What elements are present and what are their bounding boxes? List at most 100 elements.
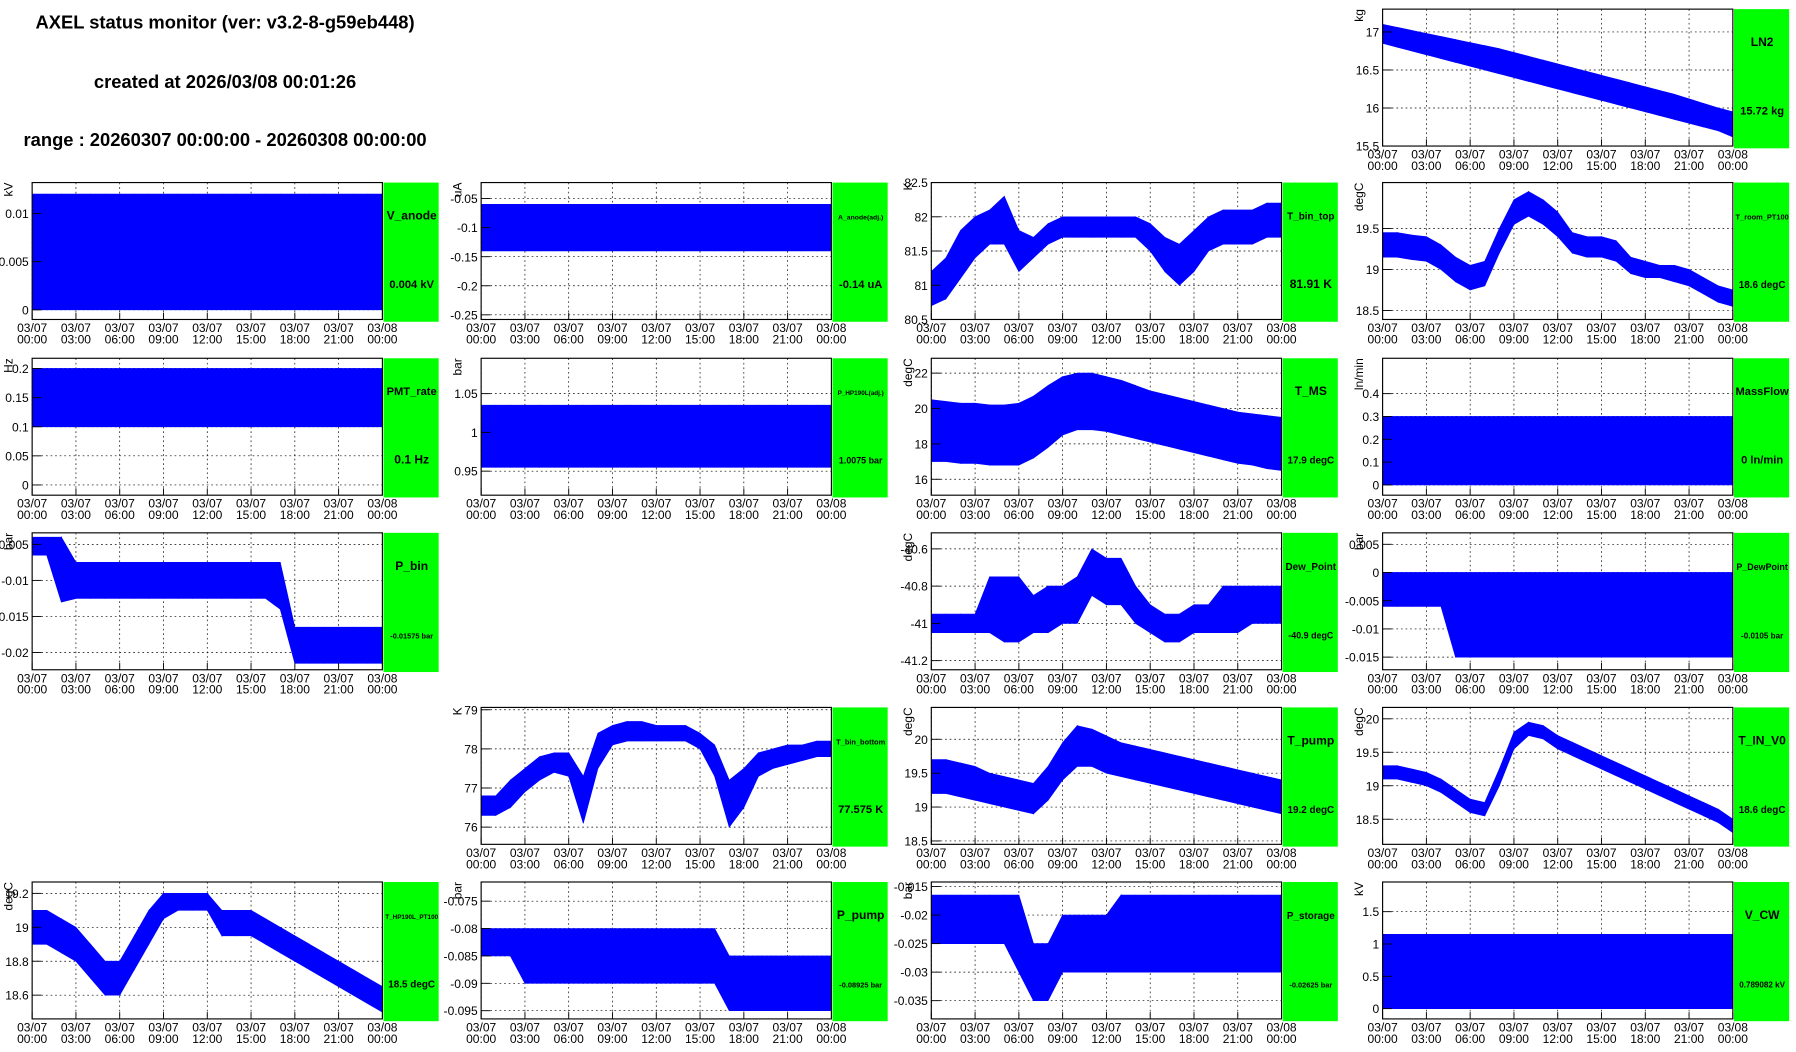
x-tick-label: 03/07 03:00 bbox=[61, 1020, 91, 1045]
chart-panel: 16 18 20 22 03/07 00:00 03/07 03:00 03/07 06:00 03… bbox=[901, 357, 1338, 522]
data-layer bbox=[32, 193, 383, 311]
x-tick-label: 03/07 18:00 bbox=[1630, 321, 1660, 346]
y-tick-label: -0.09 bbox=[450, 977, 478, 991]
data-band bbox=[1615, 572, 1632, 658]
data-band bbox=[1266, 585, 1282, 624]
data-band bbox=[119, 193, 135, 311]
y-tick-label: 17 bbox=[1366, 26, 1380, 40]
data-band bbox=[323, 368, 339, 428]
x-tick-label: 03/07 03:00 bbox=[61, 497, 91, 522]
data-band bbox=[133, 368, 150, 428]
data-band bbox=[1586, 933, 1602, 1009]
data-band bbox=[250, 562, 266, 599]
x-tick-label: 03/08 00:00 bbox=[816, 321, 846, 346]
y-tick-label: 1.05 bbox=[454, 387, 478, 401]
y-tick-label: -0.05 bbox=[450, 192, 478, 206]
data-layer bbox=[931, 724, 1282, 815]
data-band bbox=[119, 368, 135, 428]
chart-panel: -0.095 -0.09 -0.085 -0.08 -0.075 03/07 00:00 03… bbox=[444, 881, 888, 1046]
y-tick-label: 19 bbox=[914, 801, 928, 815]
data-band bbox=[32, 193, 48, 311]
data-band bbox=[1018, 779, 1034, 815]
x-tick-label: 03/07 00:00 bbox=[466, 1020, 496, 1045]
y-tick-label: -0.015 bbox=[0, 610, 29, 624]
data-band bbox=[367, 368, 383, 428]
x-tick-label: 03/07 06:00 bbox=[1004, 1020, 1034, 1045]
data-band bbox=[1252, 894, 1268, 973]
x-tick-label: 03/07 03:00 bbox=[1411, 671, 1441, 696]
data-band bbox=[236, 368, 252, 428]
data-band bbox=[1033, 943, 1049, 1001]
x-tick-label: 03/07 09:00 bbox=[148, 1020, 178, 1045]
x-tick-label: 03/07 12:00 bbox=[1543, 846, 1573, 871]
y-tick-label: 0.15 bbox=[5, 391, 29, 405]
data-band bbox=[960, 894, 976, 944]
chart-panel: -0.035 -0.03 -0.025 -0.02 -0.015 03/07 00:00 03… bbox=[894, 880, 1338, 1046]
data-band bbox=[714, 204, 730, 252]
data-band bbox=[1120, 742, 1136, 781]
data-band bbox=[787, 955, 803, 1012]
x-tick-label: 03/07 00:00 bbox=[916, 321, 946, 346]
status-name: T_pump bbox=[1287, 733, 1334, 747]
status-name: T_IN_V0 bbox=[1738, 733, 1786, 747]
status-box bbox=[1733, 707, 1790, 847]
data-band bbox=[1396, 572, 1413, 607]
data-band bbox=[1484, 416, 1500, 486]
data-band bbox=[1382, 572, 1398, 607]
x-tick-label: 03/07 09:00 bbox=[148, 671, 178, 696]
status-reading: -0.0105 bar bbox=[1741, 631, 1784, 640]
data-band bbox=[1164, 393, 1180, 450]
x-tick-label: 03/07 21:00 bbox=[1674, 321, 1704, 346]
x-tick-label: 03/07 21:00 bbox=[324, 321, 354, 346]
data-band bbox=[1586, 416, 1602, 486]
data-band bbox=[597, 928, 613, 984]
y-tick-label: 81 bbox=[914, 279, 928, 293]
y-tick-label: 18.5 bbox=[1356, 304, 1380, 318]
data-band bbox=[1252, 585, 1268, 624]
x-tick-label: 03/08 00:00 bbox=[1718, 148, 1748, 173]
chart-panel: -41.2 -41 -40.8 -40.6 03/07 00:00 03/07 03:00 03… bbox=[900, 532, 1338, 697]
data-band bbox=[177, 893, 194, 911]
data-band bbox=[612, 928, 628, 984]
x-tick-label: 03/07 00:00 bbox=[17, 671, 47, 696]
x-tick-label: 03/07 12:00 bbox=[192, 671, 222, 696]
data-band bbox=[1688, 933, 1704, 1009]
x-tick-label: 03/07 03:00 bbox=[960, 497, 990, 522]
x-tick-label: 03/08 00:00 bbox=[1718, 671, 1748, 696]
data-band bbox=[1266, 415, 1282, 471]
x-tick-label: 03/07 00:00 bbox=[1368, 671, 1398, 696]
data-band bbox=[1252, 772, 1268, 811]
x-tick-label: 03/07 21:00 bbox=[324, 1020, 354, 1045]
data-band bbox=[509, 404, 526, 468]
data-band bbox=[960, 613, 976, 634]
data-band bbox=[582, 928, 599, 984]
y-axis-label: uA bbox=[451, 183, 465, 198]
x-tick-label: 03/07 03:00 bbox=[510, 321, 540, 346]
data-band bbox=[1615, 416, 1632, 486]
data-band bbox=[1222, 408, 1239, 464]
data-band bbox=[1440, 36, 1456, 63]
data-band bbox=[177, 193, 194, 311]
status-reading: 0.1 Hz bbox=[394, 453, 429, 467]
data-band bbox=[192, 193, 208, 311]
status-name: P_HP190L(adj.) bbox=[838, 390, 884, 397]
y-tick-label: 80.5 bbox=[904, 313, 928, 327]
data-band bbox=[206, 562, 223, 599]
data-layer bbox=[1382, 23, 1733, 138]
data-band bbox=[1382, 232, 1398, 258]
x-tick-label: 03/07 00:00 bbox=[17, 321, 47, 346]
data-layer bbox=[481, 204, 832, 252]
status-name: T_bin_top bbox=[1287, 212, 1334, 223]
x-tick-label: 03/07 00:00 bbox=[17, 497, 47, 522]
x-tick-label: 03/08 00:00 bbox=[1266, 846, 1296, 871]
data-band bbox=[323, 626, 339, 664]
y-tick-label: 0 bbox=[1372, 479, 1379, 493]
data-band bbox=[1659, 416, 1675, 486]
x-tick-label: 03/07 21:00 bbox=[773, 321, 803, 346]
y-axis-label: degC bbox=[901, 707, 915, 736]
data-band bbox=[1717, 416, 1733, 486]
x-tick-label: 03/07 03:00 bbox=[510, 497, 540, 522]
x-tick-label: 03/07 21:00 bbox=[1223, 497, 1253, 522]
x-tick-label: 03/07 18:00 bbox=[1179, 497, 1209, 522]
data-band bbox=[177, 562, 194, 599]
